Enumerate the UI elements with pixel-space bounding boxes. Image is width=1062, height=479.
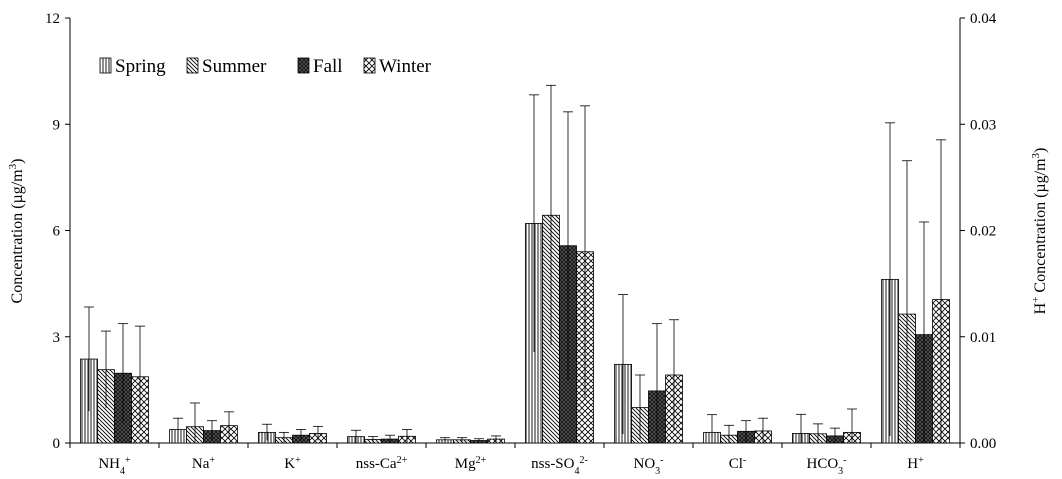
y-tick-label: 6	[53, 224, 61, 240]
y2-axis-title-base: H	[1032, 302, 1049, 314]
y-tick-label: 3	[53, 330, 61, 346]
legend-swatch-spring	[99, 57, 112, 74]
category-label: HCO3-	[806, 455, 846, 477]
y-tick-label: 0	[53, 436, 61, 452]
category-label: nss-Ca2+	[356, 455, 408, 473]
bars	[80, 214, 950, 444]
y2-axis-title-mid: Concentration (µg/m	[1032, 158, 1049, 297]
y-tick-label: 12	[45, 11, 60, 27]
category-label: nss-SO42-	[531, 455, 588, 477]
y2-axis-title: H+ Concentration (µg/m3)	[1030, 148, 1049, 315]
y-tick-label: 9	[53, 117, 61, 133]
legend-swatch-winter	[363, 57, 376, 74]
error-bars	[84, 84, 946, 443]
legend: Spring Summer Fall Winter	[99, 56, 432, 77]
category-label: K+	[284, 455, 301, 473]
y2-tick-label: 0.00	[970, 436, 996, 452]
y-axis-title-post: )	[9, 159, 26, 164]
axes	[69, 18, 961, 444]
y-axis-title-sup: 3	[7, 163, 19, 169]
y2-tick-label: 0.03	[970, 117, 996, 133]
y-axis-title-pre: Concentration (µg/m	[9, 169, 26, 304]
legend-swatch-fall	[297, 57, 310, 74]
category-label: Cl-	[729, 455, 747, 473]
category-label: NO3-	[633, 455, 663, 477]
y2-axis-title-sup: 3	[1030, 152, 1042, 158]
legend-label-spring: Spring	[115, 56, 166, 77]
legend-label-fall: Fall	[313, 56, 343, 77]
y2-axis-title-post: )	[1032, 148, 1049, 153]
legend-swatch-summer	[186, 57, 199, 74]
y2-tick-label: 0.02	[970, 224, 996, 240]
category-label: H+	[907, 455, 924, 473]
category-label: NH4+	[98, 455, 131, 477]
ticks: 0 3 6 9 12 0.00 0.01 0.02 0.03 0.04	[45, 11, 997, 452]
category-label: Mg2+	[455, 455, 487, 473]
y-axis-title: Concentration (µg/m3)	[7, 159, 26, 304]
y2-tick-label: 0.01	[970, 330, 996, 346]
category-labels: NH4+ Na+ K+ nss-Ca2+ Mg2+ nss-SO42- NO3- Cl- HCO…	[98, 455, 924, 477]
y2-axis-title-presup: +	[1030, 297, 1042, 303]
y2-tick-label: 0.04	[970, 11, 997, 27]
legend-label-winter: Winter	[379, 56, 432, 77]
category-label: Na+	[192, 455, 216, 473]
legend-label-summer: Summer	[202, 56, 267, 77]
